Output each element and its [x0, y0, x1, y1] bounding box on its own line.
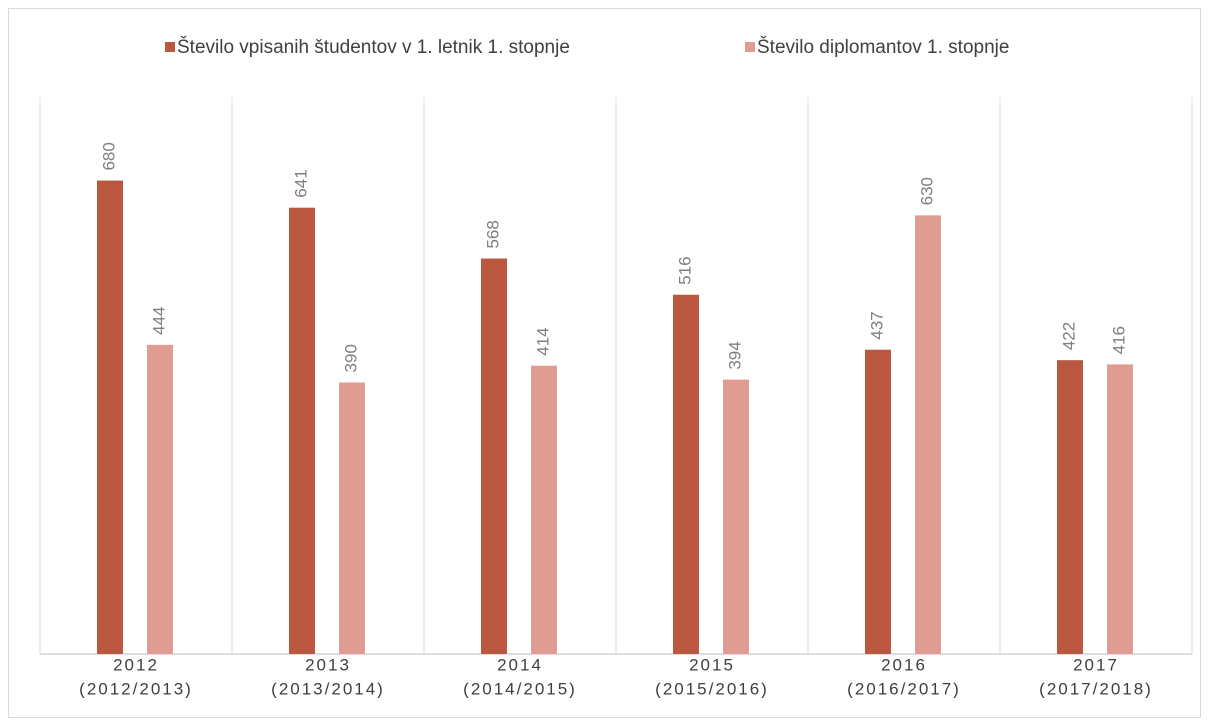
bar — [289, 207, 315, 655]
bar — [865, 349, 891, 654]
data-label: 390 — [341, 344, 360, 372]
data-label: 568 — [483, 220, 502, 248]
bar — [97, 180, 123, 655]
data-label: 394 — [725, 341, 744, 369]
legend-label: Število diplomantov 1. stopnje — [757, 36, 1009, 58]
bar — [1107, 364, 1133, 654]
x-tick-label: 2016 — [881, 655, 927, 674]
x-tick-label: 2015 — [689, 655, 735, 674]
bar — [723, 379, 749, 654]
data-label: 444 — [149, 306, 168, 334]
bar — [1057, 360, 1083, 654]
data-label: 437 — [867, 311, 886, 339]
bar — [339, 382, 365, 654]
x-tick-label: (2015/2016) — [655, 679, 769, 698]
x-tick-label: (2014/2015) — [463, 679, 577, 698]
data-label: 680 — [99, 142, 118, 170]
bar — [915, 215, 941, 655]
chart-frame — [8, 8, 1201, 718]
legend-label: Število vpisanih študentov v 1. letnik 1… — [177, 36, 570, 58]
data-label: 630 — [917, 177, 936, 205]
legend-swatch — [165, 42, 175, 52]
data-label: 422 — [1059, 322, 1078, 350]
data-label: 414 — [533, 327, 552, 355]
bar — [481, 258, 507, 654]
x-tick-label: 2014 — [497, 655, 543, 674]
x-tick-label: (2012/2013) — [79, 679, 193, 698]
data-label: 641 — [291, 169, 310, 197]
bar — [673, 294, 699, 654]
x-tick-label: (2017/2018) — [1039, 679, 1153, 698]
x-tick-label: (2013/2014) — [271, 679, 385, 698]
data-label: 416 — [1109, 326, 1128, 354]
x-tick-label: 2013 — [305, 655, 351, 674]
x-tick-label: (2016/2017) — [847, 679, 961, 698]
data-label: 516 — [675, 256, 694, 284]
bar — [531, 365, 557, 654]
bar — [147, 344, 173, 654]
x-tick-label: 2012 — [113, 655, 159, 674]
x-tick-label: 2017 — [1073, 655, 1119, 674]
legend-swatch — [745, 42, 755, 52]
